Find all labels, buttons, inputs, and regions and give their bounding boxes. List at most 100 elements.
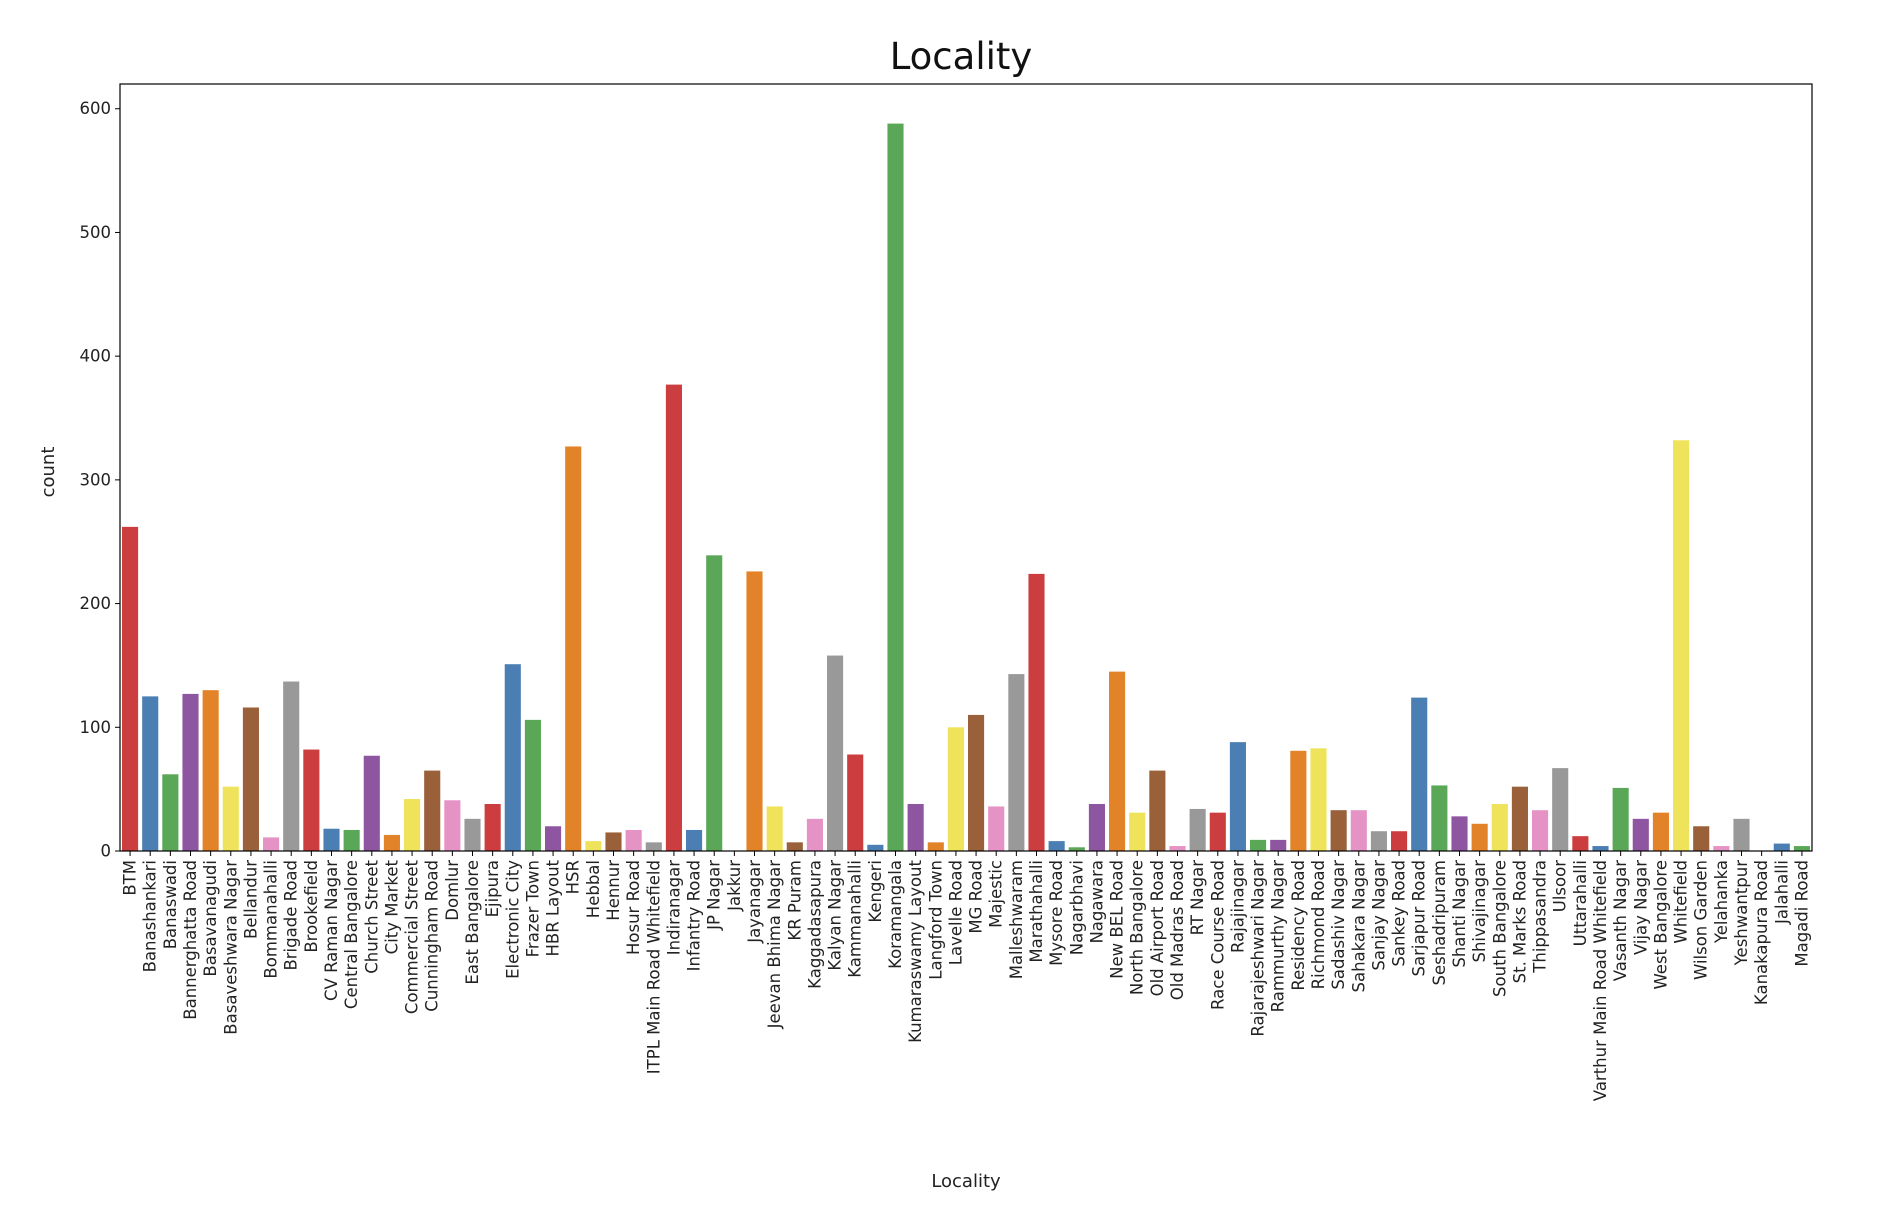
bar — [1693, 826, 1710, 851]
x-tick-label: Varthur Main Road Whitefield — [1591, 860, 1610, 1101]
bar — [1411, 697, 1428, 851]
bar — [222, 786, 239, 851]
x-tick-label: West Bangalore — [1651, 860, 1670, 990]
x-tick-label: Shanti Nagar — [1450, 860, 1469, 968]
x-tick-label: Hebbal — [584, 860, 603, 918]
x-tick-label: Yelahanka — [1712, 860, 1731, 944]
bar — [645, 842, 662, 851]
bar — [605, 832, 622, 851]
x-tick-label: Rammurthy Nagar — [1269, 860, 1288, 1013]
x-tick-label: RT Nagar — [1188, 860, 1207, 936]
bar — [1471, 823, 1488, 851]
x-tick-label: Bellandur — [241, 860, 260, 939]
x-tick-label: Nagarbhavi — [1067, 860, 1086, 955]
bar — [323, 828, 340, 851]
bar — [1370, 831, 1387, 851]
bar — [1552, 768, 1569, 851]
x-tick-label: Hennur — [604, 860, 623, 921]
bar — [1290, 750, 1307, 851]
x-tick-label: Brigade Road — [282, 860, 301, 971]
y-axis: 0 100 200 300 400 500 600 — [80, 99, 120, 861]
x-tick-label: East Bangalore — [463, 860, 482, 985]
bar — [1451, 816, 1468, 851]
bar — [1068, 847, 1085, 851]
bar — [1109, 671, 1126, 851]
x-tick-label: Nagawara — [1087, 860, 1106, 944]
x-tick-label: New BEL Road — [1108, 860, 1127, 979]
bar — [404, 799, 421, 851]
bar — [907, 803, 924, 851]
x-tick-label: Whitefield — [1672, 860, 1691, 944]
bars-group — [122, 123, 1810, 852]
bar — [786, 842, 803, 851]
x-tick-label: Infantry Road — [685, 860, 704, 971]
x-tick-label: Domlur — [443, 860, 462, 921]
bar — [363, 755, 380, 851]
x-tick-label: Kalyan Nagar — [826, 860, 845, 971]
x-tick-label: Koramangala — [886, 860, 905, 969]
x-tick-label: St. Marks Road — [1510, 860, 1529, 983]
x-tick-label: Kammanahalli — [846, 860, 865, 978]
x-tick-label: Vijay Nagar — [1631, 860, 1650, 955]
x-tick-label: CV Raman Nagar — [322, 860, 341, 1001]
bar — [927, 842, 944, 851]
bar — [343, 829, 360, 851]
bar — [383, 834, 400, 851]
bar — [947, 727, 964, 851]
bar — [746, 571, 763, 851]
bar — [1652, 812, 1669, 851]
x-tick-label: South Bangalore — [1490, 860, 1509, 997]
x-tick-label: Sahakara Nagar — [1349, 860, 1368, 993]
x-tick-label: Kaggadasapura — [805, 860, 824, 989]
bar — [887, 123, 904, 852]
bar — [1773, 843, 1790, 851]
x-tick-label: Jayanagar — [745, 860, 764, 944]
x-tick-label: Sanjay Nagar — [1369, 860, 1388, 971]
x-tick-label: Rajajinagar — [1228, 860, 1247, 953]
bar — [1270, 839, 1287, 851]
bar — [202, 690, 219, 851]
x-tick-label: Uttarahalli — [1571, 860, 1590, 946]
x-tick-label: Church Street — [362, 859, 381, 973]
bar — [1793, 846, 1810, 851]
x-tick-label: North Bangalore — [1128, 860, 1147, 995]
x-tick-label: Malleshwaram — [1007, 860, 1026, 979]
bar — [464, 818, 481, 851]
bar — [1209, 812, 1226, 851]
x-tick-label: Banaswadi — [161, 860, 180, 949]
bar — [766, 806, 783, 851]
bar — [686, 829, 703, 851]
bar — [665, 384, 682, 851]
x-tick-label: Sadashiv Nagar — [1329, 860, 1348, 990]
bar — [444, 800, 461, 851]
x-tick-label: Sarjapur Road — [1410, 860, 1429, 976]
x-axis-label: Locality — [931, 1171, 1001, 1192]
x-tick-label: Kanakapura Road — [1752, 860, 1771, 1005]
x-tick-label: Ejipura — [483, 860, 502, 917]
x-tick-label: Commercial Street — [403, 859, 422, 1014]
x-tick-label: Bommanahalli — [262, 860, 281, 979]
x-tick-label: Old Airport Road — [1148, 860, 1167, 996]
bar — [1330, 810, 1347, 851]
bar — [484, 803, 501, 851]
bar — [504, 664, 521, 851]
x-tick-label: Brookefield — [302, 860, 321, 953]
x-tick-label: Banashankari — [141, 860, 160, 972]
y-tick-label: 400 — [80, 347, 112, 366]
bar — [1169, 846, 1186, 851]
x-tick-label: ITPL Main Road Whitefield — [644, 860, 663, 1074]
bar — [867, 844, 884, 851]
x-tick-label: Richmond Road — [1309, 860, 1328, 989]
bar — [827, 655, 844, 851]
bar — [1129, 812, 1146, 851]
x-tick-label: Ulsoor — [1551, 860, 1570, 912]
bar — [1189, 808, 1206, 851]
bar — [1229, 742, 1246, 851]
y-tick-label: 600 — [80, 99, 112, 118]
x-tick-label: City Market — [382, 859, 401, 954]
bar — [1310, 748, 1327, 851]
x-tick-label: Seshadripuram — [1430, 860, 1449, 986]
bar — [1632, 818, 1649, 851]
